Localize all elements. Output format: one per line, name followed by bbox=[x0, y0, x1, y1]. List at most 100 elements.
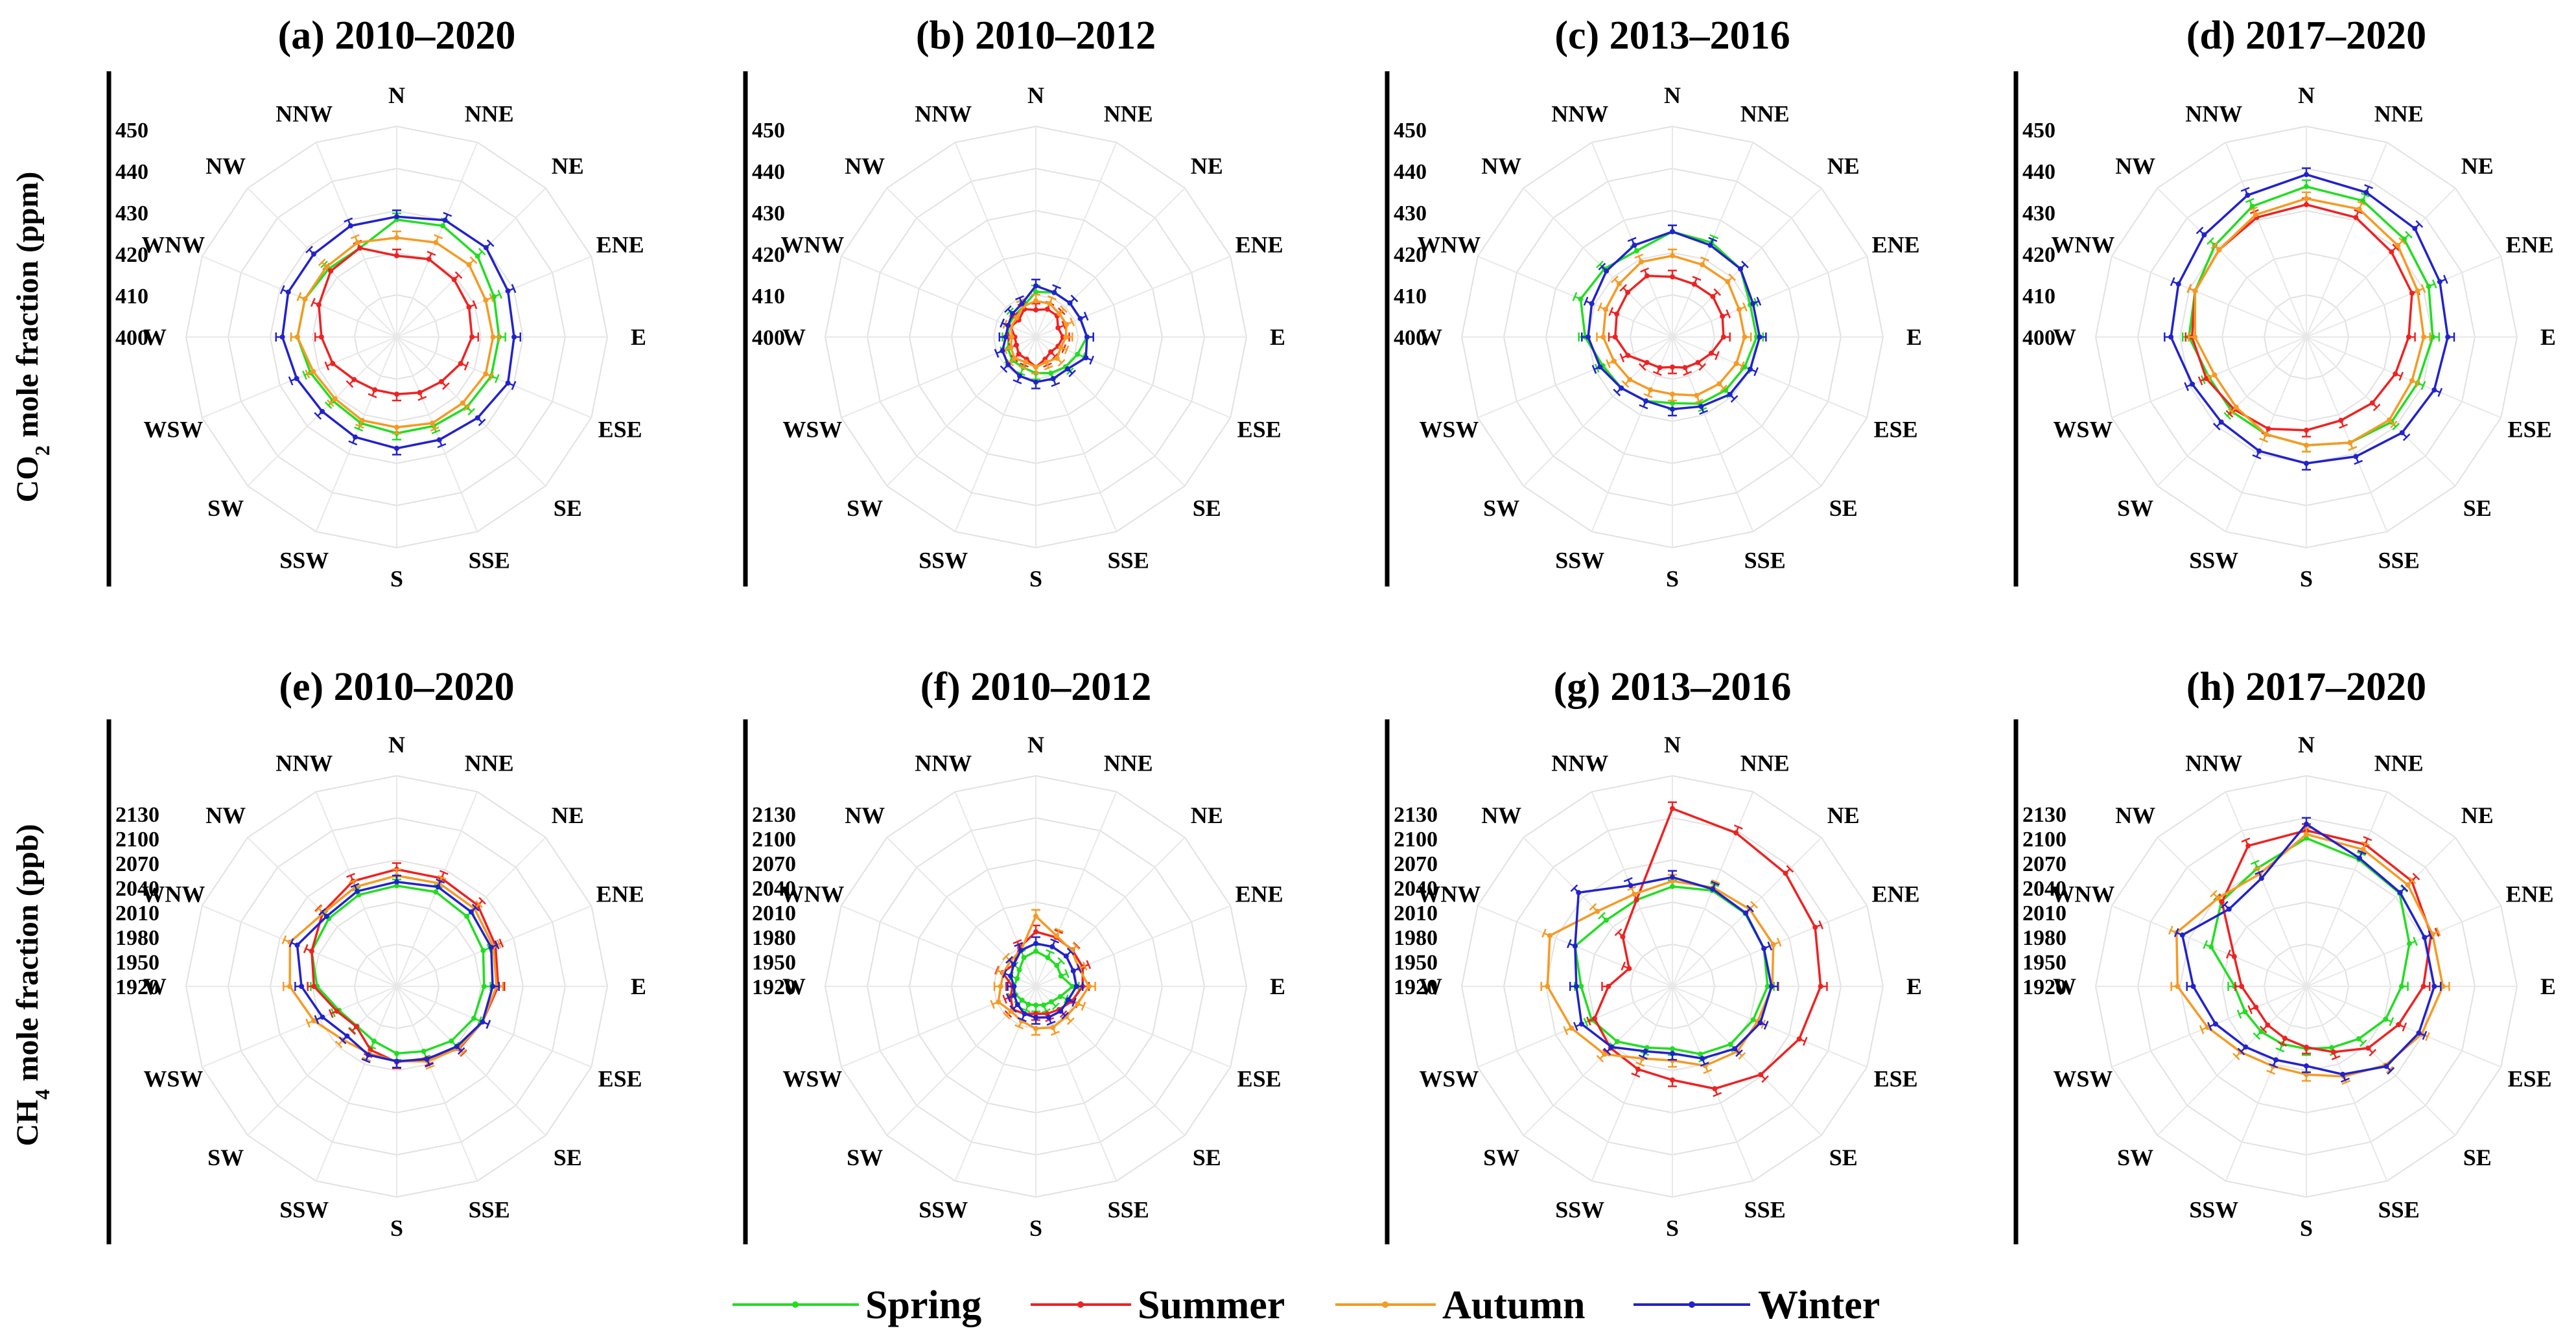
error-cap bbox=[350, 234, 360, 239]
error-cap bbox=[2206, 373, 2212, 382]
data-point bbox=[1644, 273, 1650, 279]
series-summer bbox=[303, 862, 506, 1069]
data-point bbox=[1695, 360, 1701, 366]
data-point bbox=[2245, 843, 2251, 849]
direction-label: SSE bbox=[469, 548, 510, 574]
legend: Spring Summer Autumn Winter bbox=[732, 1283, 1880, 1327]
data-point bbox=[442, 217, 448, 223]
data-point bbox=[2330, 1049, 2336, 1055]
data-point bbox=[2393, 371, 2398, 377]
data-point bbox=[1022, 1011, 1027, 1017]
direction-label: S bbox=[2300, 1215, 2313, 1241]
data-point bbox=[2406, 334, 2411, 340]
data-point bbox=[1012, 355, 1018, 361]
error-cap bbox=[305, 1018, 310, 1028]
data-point bbox=[2369, 400, 2375, 406]
error-cap bbox=[459, 1049, 467, 1057]
data-point bbox=[421, 1049, 427, 1054]
direction-label: SSE bbox=[1108, 548, 1149, 574]
grid-spoke bbox=[2306, 336, 2501, 419]
error-cap bbox=[478, 418, 486, 426]
error-cap bbox=[2250, 859, 2260, 865]
error-cap bbox=[2249, 206, 2258, 212]
error-cap bbox=[1013, 379, 1022, 384]
error-cap bbox=[2354, 459, 2363, 465]
error-cap bbox=[346, 872, 355, 878]
data-point bbox=[2329, 1045, 2335, 1051]
data-point bbox=[1057, 994, 1063, 999]
data-point bbox=[1643, 398, 1649, 404]
data-point bbox=[1033, 1002, 1038, 1008]
data-point bbox=[1009, 334, 1014, 340]
error-cap bbox=[296, 292, 302, 301]
data-point bbox=[310, 369, 316, 375]
data-point bbox=[1648, 387, 1654, 393]
direction-label: W bbox=[1419, 973, 1442, 999]
grid-spoke bbox=[841, 986, 1036, 1068]
data-point bbox=[1670, 1051, 1675, 1056]
data-point bbox=[394, 445, 399, 451]
data-point bbox=[1632, 891, 1637, 897]
error-cap bbox=[1570, 884, 1578, 892]
error-cap bbox=[1767, 941, 1773, 951]
error-cap bbox=[2389, 1017, 2395, 1027]
error-cap bbox=[457, 1047, 465, 1055]
error-cap bbox=[1002, 994, 1007, 1004]
data-point bbox=[449, 1038, 454, 1044]
data-point bbox=[366, 1052, 371, 1058]
error-cap bbox=[1051, 1002, 1060, 1010]
direction-label: NE bbox=[1827, 802, 1860, 828]
error-cap bbox=[324, 401, 333, 410]
data-point bbox=[1768, 984, 1774, 989]
tick-label: 1980 bbox=[1394, 926, 1438, 950]
error-cap bbox=[1591, 365, 1597, 374]
data-point bbox=[1008, 973, 1014, 979]
data-point bbox=[2242, 1009, 2248, 1015]
grid-spoke bbox=[2225, 142, 2307, 338]
legend-item-winter: Winter bbox=[1633, 1283, 1880, 1327]
data-point bbox=[483, 245, 489, 251]
data-point bbox=[1625, 353, 1631, 358]
error-cap bbox=[1596, 261, 1604, 268]
error-cap bbox=[494, 940, 500, 949]
data-point bbox=[394, 391, 399, 397]
tick-label: 1950 bbox=[752, 951, 796, 975]
data-point bbox=[1033, 298, 1038, 304]
error-cap bbox=[2392, 243, 2400, 251]
tick-label: 2070 bbox=[752, 852, 796, 876]
grid-spoke bbox=[1591, 986, 1673, 1181]
direction-label: N bbox=[1027, 82, 1044, 108]
data-point bbox=[481, 984, 487, 989]
error-cap bbox=[2341, 1077, 2350, 1083]
data-point bbox=[355, 240, 360, 246]
data-point bbox=[2356, 206, 2362, 212]
tick-label: 440 bbox=[2022, 160, 2055, 184]
error-cap bbox=[1643, 393, 1653, 399]
data-point bbox=[2258, 876, 2264, 881]
data-point bbox=[2282, 1036, 2288, 1041]
error-cap bbox=[495, 374, 500, 384]
error-cap bbox=[2173, 928, 2179, 937]
error-cap bbox=[1583, 296, 1589, 306]
error-cap bbox=[2170, 277, 2175, 286]
data-point bbox=[996, 999, 1001, 1005]
grid-spoke bbox=[247, 986, 397, 1136]
direction-label: SE bbox=[1193, 495, 1221, 521]
direction-label: S bbox=[2300, 566, 2313, 592]
data-point bbox=[1576, 890, 1582, 896]
direction-label: NNE bbox=[1104, 750, 1153, 776]
grid-spoke bbox=[315, 336, 397, 532]
data-point bbox=[458, 360, 463, 366]
data-point bbox=[1033, 379, 1038, 385]
tick-label: 2010 bbox=[752, 901, 796, 925]
ch4-row-label: CH4 mole fraction (ppb) bbox=[10, 824, 54, 1146]
error-cap bbox=[511, 380, 517, 390]
direction-label: SSW bbox=[2189, 548, 2238, 574]
error-cap bbox=[498, 938, 504, 948]
direction-label: WSW bbox=[1419, 1066, 1479, 1092]
data-point bbox=[435, 884, 441, 890]
data-point bbox=[344, 1033, 350, 1039]
grid-spoke bbox=[2225, 791, 2307, 987]
error-cap bbox=[1713, 1092, 1722, 1097]
data-point bbox=[2356, 1036, 2361, 1041]
